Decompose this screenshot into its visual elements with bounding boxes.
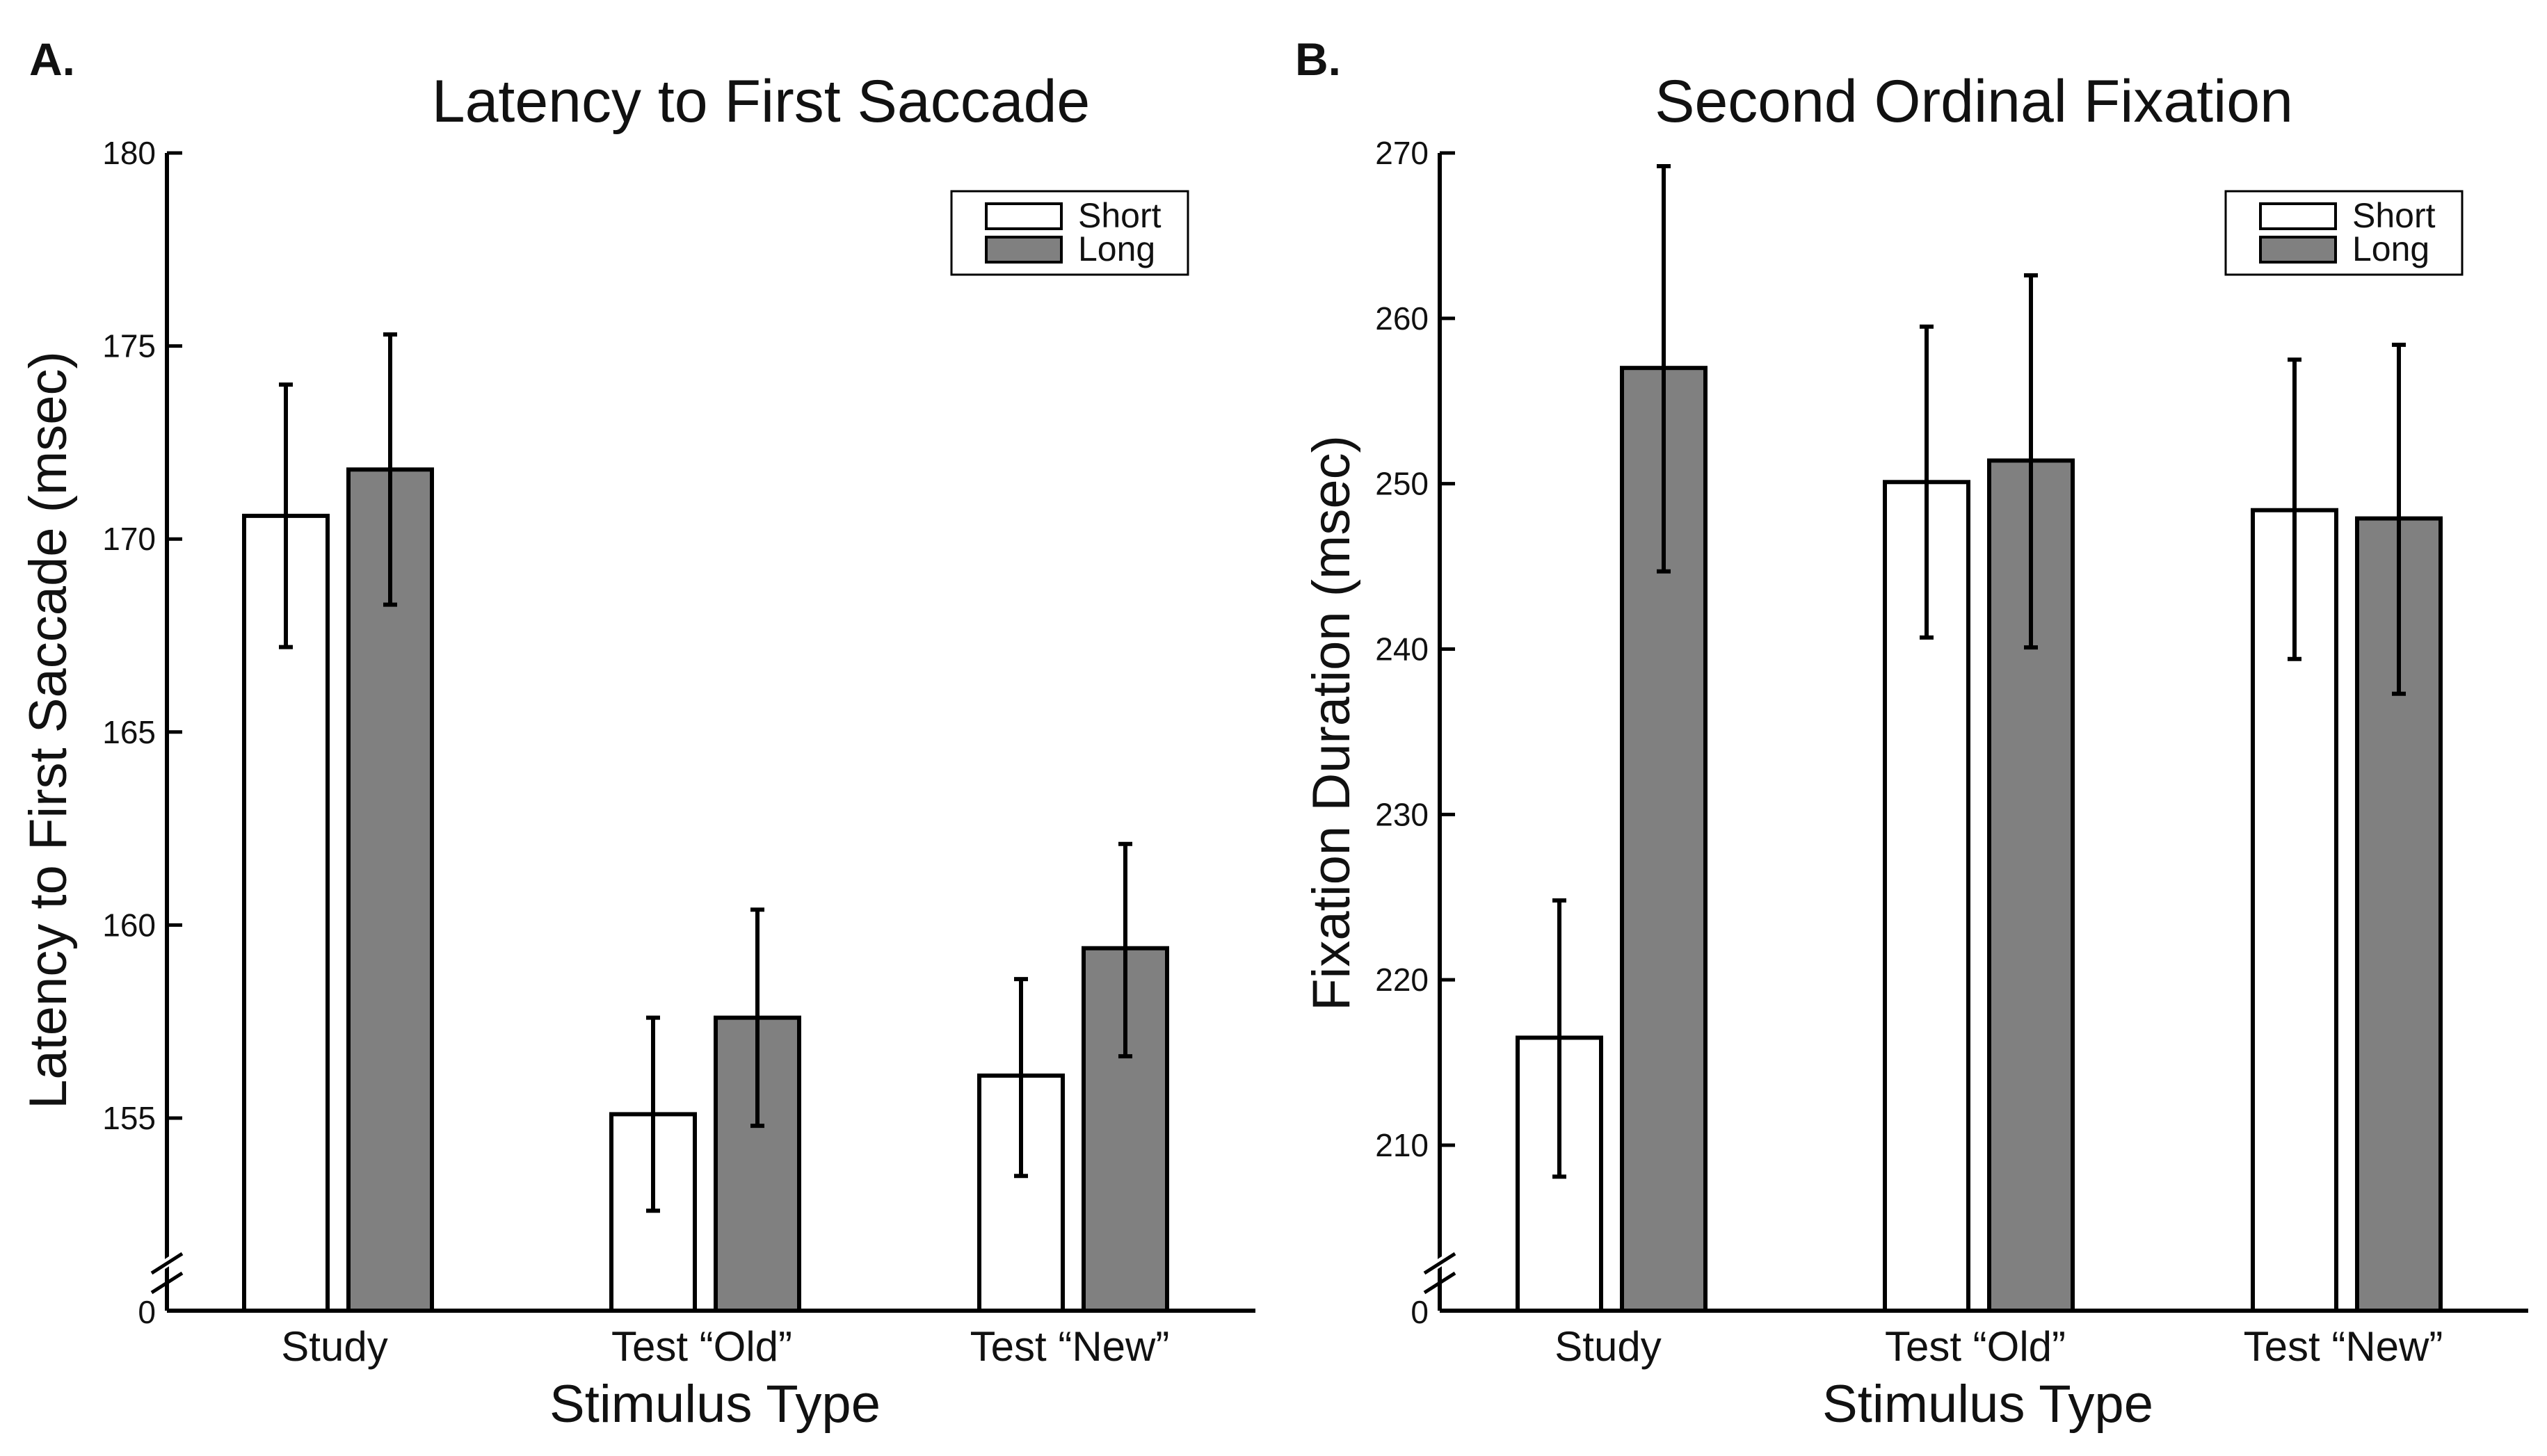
y-tick-label: 220 <box>1375 962 1429 998</box>
y-axis-label: Fixation Duration (msec) <box>1302 435 1361 1011</box>
axis-break-mark <box>1423 1252 1456 1275</box>
x-tick-label: Study <box>1554 1323 1661 1370</box>
y-tick-label: 155 <box>102 1100 156 1136</box>
x-axis-label: Stimulus Type <box>549 1375 881 1434</box>
legend-swatch-short <box>985 202 1063 230</box>
y-tick-label: 270 <box>1375 135 1429 171</box>
bar-short <box>977 1073 1065 1313</box>
legend-swatch-short <box>2259 202 2337 230</box>
chart-title: Second Ordinal Fixation <box>1655 68 2293 135</box>
chart-title: Latency to First Saccade <box>432 68 1090 135</box>
legend-swatch-long <box>985 236 1063 264</box>
y-tick-label-zero: 0 <box>138 1294 156 1330</box>
y-tick-label: 240 <box>1375 631 1429 668</box>
panel-b: B. Second Ordinal Fixation 210 220 230 240 250… <box>1295 33 2528 1434</box>
y-tick-label-zero: 0 <box>1411 1294 1429 1330</box>
legend-label-long: Long <box>2352 229 2429 268</box>
legend-swatch-long <box>2259 236 2337 264</box>
axis-break-mark <box>1423 1271 1456 1295</box>
y-tick-label: 250 <box>1375 466 1429 502</box>
panel-letter: A. <box>29 33 75 85</box>
x-tick-label: Test “New” <box>970 1323 1170 1370</box>
legend-label-short: Short <box>1078 196 1162 235</box>
y-tick-label: 180 <box>102 135 156 171</box>
bar-long <box>346 467 434 1313</box>
x-tick-label: Test “Old” <box>611 1323 792 1370</box>
y-tick-label: 175 <box>102 328 156 364</box>
y-tick-label: 210 <box>1375 1127 1429 1163</box>
legend-label-long: Long <box>1078 229 1155 268</box>
y-tick-label: 260 <box>1375 300 1429 337</box>
axis-break-mark <box>150 1252 184 1275</box>
axis-break-mark <box>150 1271 184 1295</box>
x-axis-label: Stimulus Type <box>1822 1375 2153 1434</box>
x-tick-label: Test “Old” <box>1885 1323 2066 1370</box>
y-tick-label: 160 <box>102 907 156 943</box>
legend-label-short: Short <box>2352 196 2436 235</box>
y-tick-label: 170 <box>102 521 156 557</box>
bar-long <box>714 1015 801 1313</box>
x-tick-label: Test “New” <box>2244 1323 2443 1370</box>
y-axis-label: Latency to First Saccade (msec) <box>19 351 78 1109</box>
panel-letter: B. <box>1295 33 1341 85</box>
y-tick-label: 165 <box>102 714 156 750</box>
y-tick-label: 230 <box>1375 796 1429 832</box>
x-tick-label: Study <box>281 1323 387 1370</box>
panel-a: A. Latency to First Saccade 155 160 165 170 17… <box>19 33 1255 1434</box>
